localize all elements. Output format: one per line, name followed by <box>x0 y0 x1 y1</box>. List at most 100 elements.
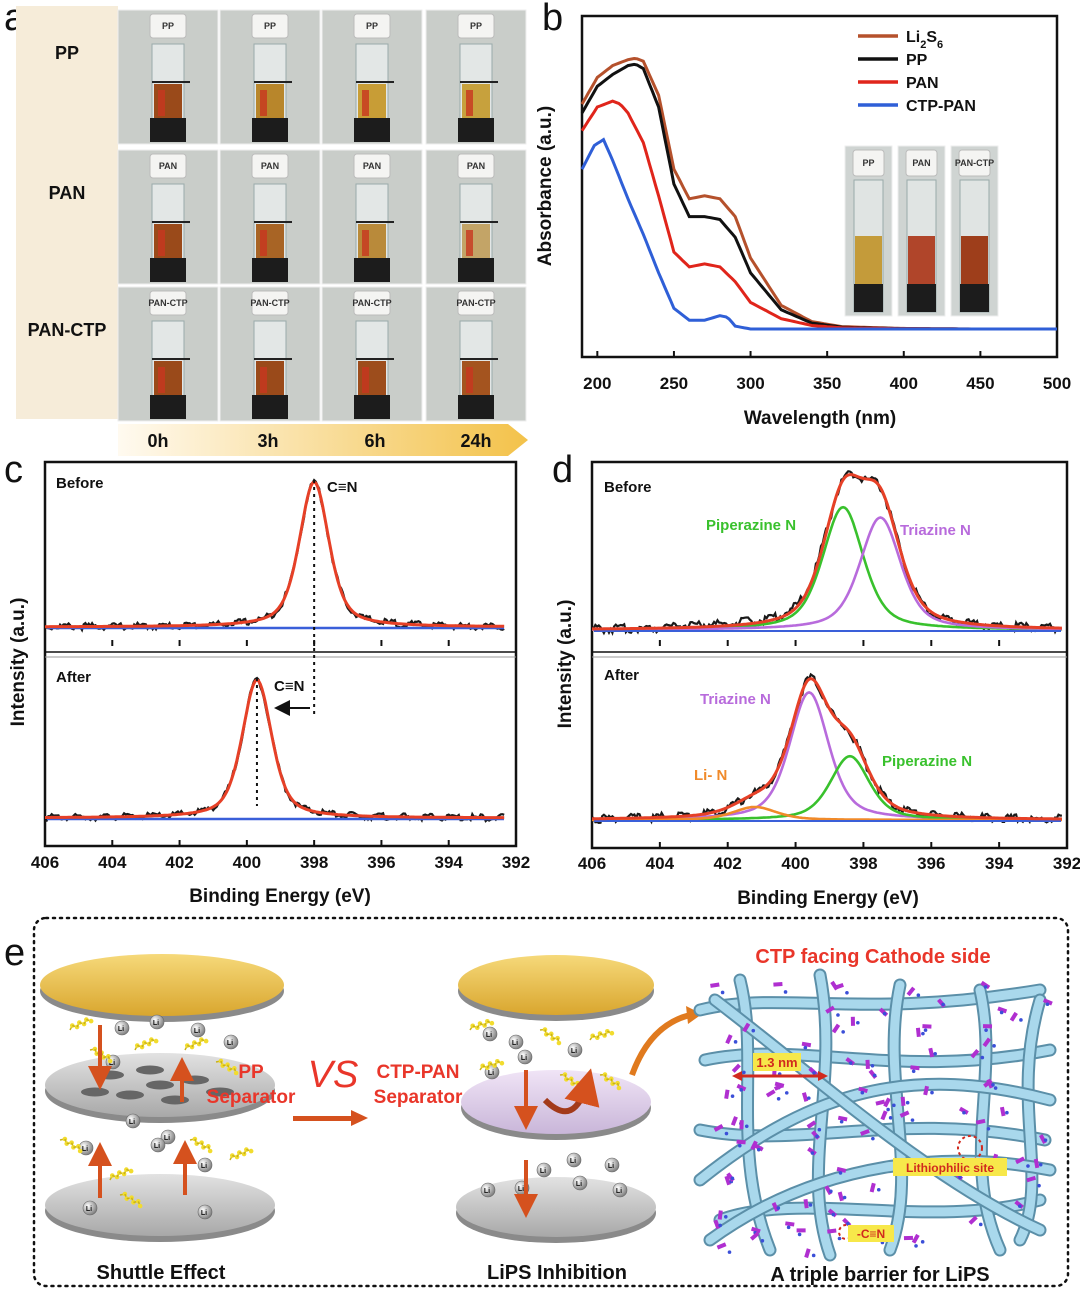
vial-cap-label: PP <box>264 21 276 31</box>
x-tick-label: 400 <box>781 854 809 873</box>
chart-c-series <box>44 478 505 823</box>
ctp-fiber-network <box>693 968 1057 1262</box>
legend-entry: PP <box>906 52 928 69</box>
svg-text:Li: Li <box>201 1210 207 1217</box>
svg-text:Li: Li <box>576 1181 582 1188</box>
polysulfide-chain <box>69 1017 94 1031</box>
panel-a-vial-photos: PP PP PP PP PP PAN PAN PAN PAN PAN PAN-CTP PAN-CTP P… <box>16 6 528 456</box>
inset-vial-label: PAN <box>912 158 930 168</box>
time-label: 0h <box>147 431 168 451</box>
chart-c-after-label: After <box>56 669 91 686</box>
pp-separator-label-1: PP <box>238 1062 264 1083</box>
x-tick-label: 404 <box>646 854 675 873</box>
vial-cap-label: PAN-CTP <box>148 298 187 308</box>
vial-photo: PAN <box>321 149 423 285</box>
chart-c-after-annotation: C≡N <box>274 678 304 695</box>
chart-d-after-triazine-label: Triazine N <box>700 691 771 708</box>
li-ion: Li <box>604 1157 620 1173</box>
chart-d-before-piperazine-label: Piperazine N <box>706 517 796 534</box>
barrier-caption: A triple barrier for LiPS <box>770 1264 989 1286</box>
time-arrow <box>118 424 528 456</box>
x-tick-label: 394 <box>435 853 464 872</box>
chart-b-inset-photos: PP PAN PAN-CTP <box>844 145 999 317</box>
vial-cap-label: PAN <box>363 161 381 171</box>
svg-text:Li: Li <box>109 1060 115 1067</box>
li-ion: Li <box>482 1026 498 1042</box>
rebound-arrow <box>542 1068 600 1115</box>
ctp-pan-separator-disk <box>461 1070 651 1140</box>
shuttle-caption: Shuttle Effect <box>97 1262 226 1284</box>
chart-b-x-ticks: 200 250 300 350 400 450 500 <box>583 351 1071 393</box>
polysulfide-chain <box>229 1147 254 1161</box>
vial-row-label: PP <box>55 43 79 63</box>
x-tick-label: 200 <box>583 374 611 393</box>
x-tick-label: 392 <box>1053 854 1080 873</box>
x-tick-label: 406 <box>578 854 606 873</box>
svg-text:Li: Li <box>540 1168 546 1175</box>
chart-c-xlabel: Binding Energy (eV) <box>189 886 371 907</box>
x-tick-label: 400 <box>890 374 918 393</box>
inset-vial-label: PP <box>862 158 874 168</box>
svg-text:Li: Li <box>118 1026 124 1033</box>
vial-cap-label: PAN <box>159 161 177 171</box>
x-tick-label: 402 <box>714 854 742 873</box>
chart-d-after-piperazine-label: Piperazine N <box>882 753 972 770</box>
x-tick-label: 402 <box>165 853 193 872</box>
time-label: 6h <box>364 431 385 451</box>
svg-text:Li: Li <box>608 1163 614 1170</box>
legend-entry: PAN <box>906 75 939 92</box>
inhibition-caption: LiPS Inhibition <box>487 1262 627 1284</box>
vial-photo: PP <box>219 9 321 145</box>
lithiophilic-tag <box>893 1158 1007 1176</box>
polysulfide-chain <box>89 1046 113 1064</box>
li-ion: Li <box>536 1162 552 1178</box>
ctp-separator-label-1: CTP-PAN <box>376 1062 459 1083</box>
li-ion: Li <box>566 1152 582 1168</box>
polysulfide-chain <box>189 1136 213 1154</box>
vs-arrow-head <box>351 1110 368 1126</box>
x-tick-label: 300 <box>736 374 764 393</box>
panel-label-e: e <box>4 932 25 974</box>
li-ion: Li <box>612 1182 628 1198</box>
polysulfide-chain <box>134 1037 159 1051</box>
panel-a-label-column <box>16 6 118 419</box>
legend-entry: CTP-PAN <box>906 98 976 115</box>
fit-curve-after <box>45 678 505 820</box>
polysulfide-chain <box>215 1058 239 1076</box>
pore-size-label: 1.3 nm <box>756 1055 797 1070</box>
vial-cap-label: PAN-CTP <box>352 298 391 308</box>
li-ion: Li <box>82 1200 98 1216</box>
svg-text:Li: Li <box>86 1206 92 1213</box>
chart-c-ylabel: Intensity (a.u.) <box>8 598 29 727</box>
lithiophilic-label: Lithiophilic site <box>906 1161 994 1175</box>
svg-text:Li: Li <box>164 1135 170 1142</box>
pore-arrow-left-head <box>732 1071 742 1081</box>
x-tick-label: 400 <box>233 853 261 872</box>
inset-vial: PAN-CTP <box>950 145 999 317</box>
x-tick-label: 398 <box>300 853 328 872</box>
separator-pore <box>146 1080 174 1090</box>
inset-vial-label: PAN-CTP <box>955 158 994 168</box>
vial-cap-label: PP <box>162 21 174 31</box>
chart-b-series <box>580 56 1057 331</box>
separator-pore <box>81 1087 109 1097</box>
separator-pore <box>116 1090 144 1100</box>
x-tick-label: 394 <box>985 854 1014 873</box>
vs-arrow-body <box>293 1116 351 1121</box>
vial-cap-label: PP <box>366 21 378 31</box>
polysulfide-chain <box>184 1037 209 1051</box>
vial-cap-label: PP <box>470 21 482 31</box>
vs-label: VS <box>308 1054 359 1096</box>
li-ion: Li <box>150 1137 166 1153</box>
polysulfide-chain <box>599 1072 622 1091</box>
panel-label-d: d <box>552 449 573 491</box>
vial-photo: PAN-CTP <box>219 286 321 422</box>
fit-envelope-after <box>592 677 1062 821</box>
li-ion: Li <box>508 1034 524 1050</box>
cathode-disk <box>40 954 284 1022</box>
li-ion: Li <box>480 1182 496 1198</box>
chart-c-before-label: Before <box>56 475 104 492</box>
x-tick-label: 250 <box>660 374 688 393</box>
